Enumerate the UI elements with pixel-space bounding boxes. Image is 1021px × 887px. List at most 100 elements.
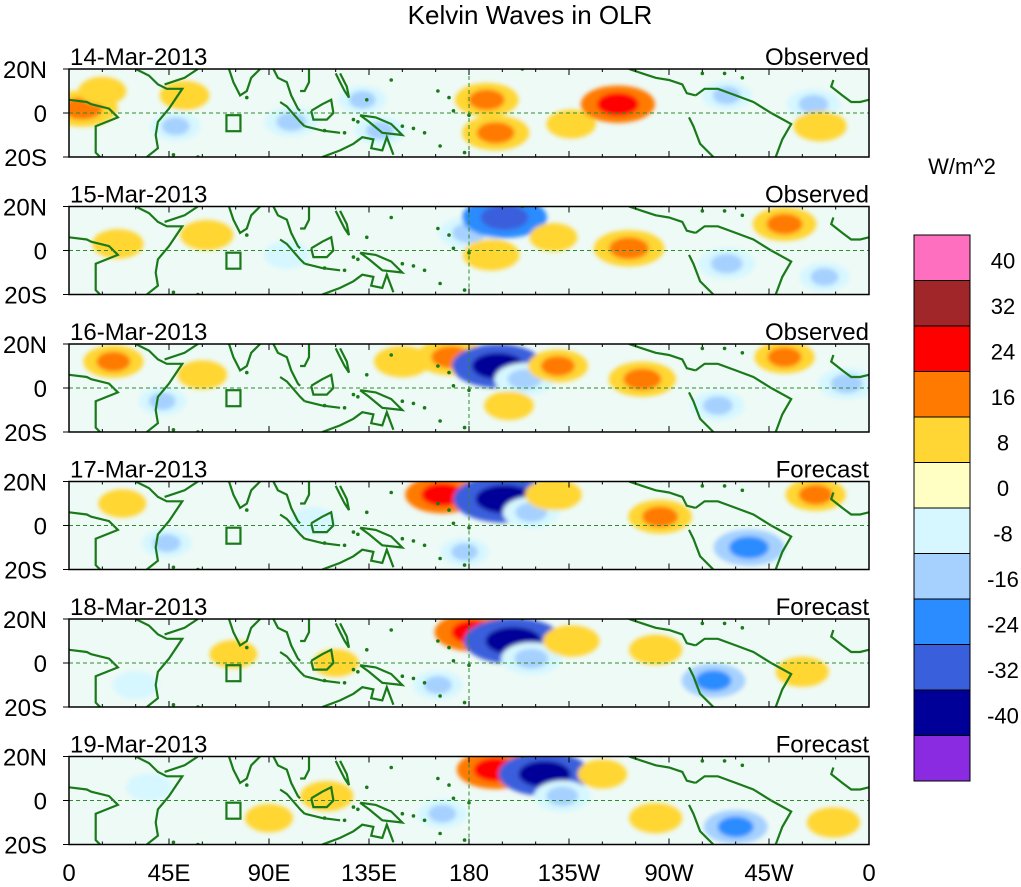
coastline	[164, 69, 199, 86]
island	[722, 484, 727, 488]
y-tick-label: 20S	[4, 558, 47, 585]
anomaly-core	[640, 640, 671, 660]
island	[438, 694, 442, 698]
lake-outline	[225, 114, 242, 133]
coastline	[334, 760, 351, 786]
island	[462, 425, 467, 430]
y-tick-label: 20N	[3, 607, 47, 634]
panel-status-label: Forecast	[776, 732, 870, 759]
y-tick-label: 0	[34, 651, 47, 678]
coastline	[272, 756, 301, 800]
y-tick-label: 20N	[3, 57, 47, 84]
panel-date: 16-Mar-2013	[70, 319, 207, 346]
coastline	[321, 683, 395, 707]
coastline	[829, 354, 869, 379]
anomaly-core	[818, 813, 849, 832]
coastline	[135, 481, 185, 570]
island	[467, 388, 471, 393]
colorbar-level-label: 16	[991, 385, 1015, 410]
island	[422, 543, 427, 548]
coastline	[272, 619, 301, 662]
coastline	[304, 400, 341, 409]
coastline	[310, 648, 335, 671]
island	[740, 351, 745, 355]
island	[462, 838, 467, 842]
island	[740, 213, 745, 218]
island	[389, 78, 394, 82]
island	[322, 678, 327, 683]
panel-1: 20N 0 20S 14-Mar-2013 Observed	[3, 44, 870, 172]
anomaly-core	[514, 648, 549, 669]
colorbar-level-label: 8	[997, 431, 1009, 456]
island	[389, 765, 394, 770]
coastline	[695, 362, 793, 432]
coastline	[334, 72, 351, 99]
anomaly-core	[798, 94, 829, 114]
island	[722, 346, 727, 351]
coastline	[359, 526, 406, 549]
island	[342, 131, 347, 135]
island	[722, 71, 727, 76]
anomaly-core	[588, 765, 617, 784]
colorbar-swatch	[913, 416, 971, 463]
panels: 20N 0 20S 14-Mar-2013 Observed 20N 0 20S 15-Mar-…	[3, 44, 870, 860]
anomaly-core	[170, 86, 199, 105]
island	[740, 76, 745, 80]
y-tick-label: 20N	[3, 745, 47, 772]
coastline	[164, 481, 199, 498]
island	[389, 353, 394, 357]
coastline	[321, 546, 395, 570]
island	[447, 233, 451, 237]
x-tick-label: 0	[862, 860, 875, 887]
coastline	[628, 756, 696, 784]
coastline	[688, 804, 715, 845]
island	[356, 807, 360, 812]
coastline	[304, 675, 341, 684]
island	[740, 763, 745, 768]
coastline	[688, 391, 715, 432]
island	[244, 233, 249, 237]
anomaly-core	[88, 82, 116, 100]
x-tick-label: 180	[449, 860, 489, 887]
island	[364, 648, 369, 652]
island	[389, 490, 394, 495]
coastline	[272, 344, 301, 387]
island	[447, 370, 451, 375]
panel-status-label: Observed	[765, 319, 869, 346]
anomaly-core	[219, 645, 247, 663]
island	[400, 261, 405, 266]
coastline	[272, 69, 301, 112]
island	[389, 628, 394, 632]
island	[422, 406, 427, 410]
coastline	[628, 69, 696, 97]
y-tick-label: 20S	[4, 833, 47, 860]
anomaly-blobs	[125, 756, 861, 844]
y-tick-label: 0	[34, 514, 47, 541]
anomaly-core	[468, 89, 505, 111]
anomaly-core	[451, 543, 479, 561]
island	[322, 128, 327, 133]
island	[462, 700, 467, 705]
anomaly-core	[428, 804, 457, 823]
island	[400, 674, 405, 678]
anomaly-core	[702, 396, 733, 415]
coastline	[695, 500, 793, 570]
anomaly-core	[191, 225, 222, 245]
anomaly-core	[421, 483, 464, 507]
island	[171, 840, 176, 845]
panel-2: 20N 0 20S 15-Mar-2013 Observed	[3, 182, 870, 310]
anomaly-core	[623, 368, 662, 390]
colorbar-level-label: -40	[987, 704, 1019, 729]
colorbar-level-label: 0	[997, 476, 1009, 501]
coastline	[334, 622, 351, 649]
island	[171, 153, 176, 157]
island	[364, 373, 369, 377]
coastline	[359, 114, 406, 137]
island	[364, 785, 369, 790]
anomaly-core	[348, 91, 376, 109]
island	[467, 663, 471, 667]
anomaly-core	[161, 117, 190, 136]
lake-outline	[225, 664, 242, 683]
anomaly-field	[92, 206, 850, 292]
island	[342, 818, 347, 823]
